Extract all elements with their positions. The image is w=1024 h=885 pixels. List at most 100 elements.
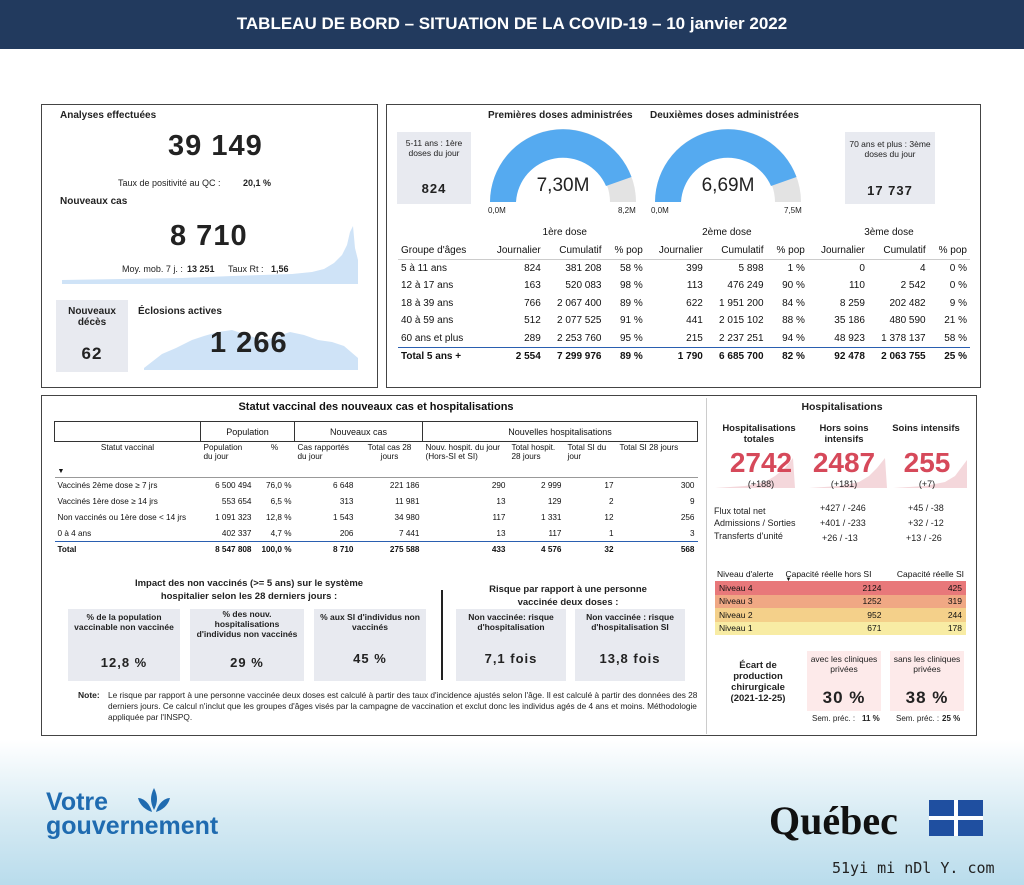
cell: 2 554 bbox=[515, 350, 541, 362]
flux-hors: +401 / -233 bbox=[820, 518, 866, 528]
table-row: 0 à 4 ans 402 337 4,7 % 206 7 441 13 117 1 3 bbox=[54, 526, 698, 542]
cell: 7 299 976 bbox=[556, 350, 602, 362]
cell: 90 % bbox=[782, 280, 805, 292]
flux-label: Flux total net bbox=[714, 506, 766, 516]
cell: Vaccinés 1ère dose ≥ 14 jrs bbox=[57, 497, 158, 506]
cell: 32 bbox=[604, 545, 614, 555]
status-title: Statut vaccinal des nouveaux cas et hosp… bbox=[238, 401, 514, 413]
cell: 3 bbox=[689, 528, 695, 538]
cell: 84 % bbox=[782, 297, 805, 309]
cell: 952 bbox=[867, 609, 882, 620]
cell: 94 % bbox=[782, 332, 805, 344]
sort-down-icon[interactable]: ▼ bbox=[785, 577, 792, 583]
impact-title: Impact des non vaccinés (>= 5 ans) sur l… bbox=[134, 578, 364, 602]
col-header: Total hospit. 28 jours bbox=[511, 443, 556, 461]
table-row: Non vaccinés ou 1ère dose < 14 jrs 1 091 … bbox=[55, 510, 698, 526]
hosp-title: Hospitalisations bbox=[801, 401, 883, 413]
cell: Niveau 2 bbox=[719, 609, 753, 620]
cell: 1 % bbox=[787, 262, 805, 274]
box-511-value: 824 bbox=[421, 181, 447, 196]
cell: 2 237 251 bbox=[719, 332, 764, 344]
table-total-row: Total 5 ans + 2 554 7 299 976 89 % 1 790 6 68… bbox=[398, 347, 970, 365]
cell: 399 bbox=[686, 262, 703, 274]
cell: 129 bbox=[547, 497, 562, 506]
flux-si: +45 / -38 bbox=[908, 503, 944, 513]
gov-line1: Votre bbox=[46, 788, 109, 816]
alert-row: Niveau 3 1252 319 bbox=[715, 594, 966, 608]
cell: 92 478 bbox=[834, 350, 865, 362]
second-doses-min: 0,0M bbox=[651, 206, 669, 215]
hosp-total-delta: (+188) bbox=[747, 479, 775, 489]
cell: Non vaccinés ou 1ère dose < 14 jrs bbox=[57, 513, 187, 522]
cell: 2 542 bbox=[900, 280, 926, 292]
cell: 766 bbox=[524, 297, 541, 309]
cell: 110 bbox=[848, 280, 865, 292]
second-doses-value: 6,69M bbox=[701, 175, 755, 196]
cell: 25 % bbox=[944, 350, 967, 362]
col-header: Capacité réelle hors SI ▼ bbox=[783, 567, 885, 583]
cell: 256 bbox=[680, 513, 695, 522]
analyses-value: 39 149 bbox=[168, 130, 263, 162]
table-row: 18 à 39 ans 766 2 067 400 89 % 622 1 951 200 8… bbox=[398, 294, 970, 312]
group-header: Population bbox=[200, 421, 295, 442]
sans-box bbox=[890, 651, 964, 711]
cell: 88 % bbox=[782, 315, 805, 327]
alert-row: Niveau 4 2124 425 bbox=[715, 581, 966, 595]
group-header: Nouveaux cas bbox=[294, 421, 423, 442]
col-header: Journalier bbox=[658, 244, 703, 256]
cell: 117 bbox=[548, 528, 562, 538]
cell: 553 654 bbox=[221, 497, 252, 506]
hosp-si-value: 255 bbox=[903, 447, 951, 478]
hosp-hors-delta: (+181) bbox=[830, 479, 858, 489]
cell: 568 bbox=[680, 545, 695, 555]
col-header: Cumulatif bbox=[721, 244, 764, 256]
col-header: Cumulatif bbox=[883, 244, 926, 256]
flux-si: +32 / -12 bbox=[908, 518, 944, 528]
cell: 221 186 bbox=[389, 481, 420, 491]
cell: 6,5 % bbox=[270, 497, 292, 506]
rt-label: Taux Rt : bbox=[228, 264, 264, 274]
cell: 13 bbox=[496, 528, 506, 538]
divider bbox=[706, 398, 707, 734]
sort-down-icon[interactable]: ▼ bbox=[57, 468, 65, 475]
risk-label-2: Non vaccinée : risque d'hospitalisation … bbox=[586, 612, 674, 632]
cell: 319 bbox=[947, 596, 962, 607]
gov-line2: gouvernement bbox=[46, 812, 219, 840]
col-header: % bbox=[270, 443, 279, 452]
hosp-hors-label: Hors soins intensifs bbox=[819, 423, 869, 445]
impact-box-3 bbox=[314, 609, 426, 681]
cell: 4,7 % bbox=[270, 528, 292, 538]
col-header: Groupe d'âges bbox=[401, 244, 467, 256]
second-doses-max: 7,5M bbox=[784, 206, 802, 215]
cell: 34 980 bbox=[394, 513, 420, 522]
table-group-row: 1ère dose 2ème dose 3ème dose bbox=[398, 224, 970, 242]
cell: 58 % bbox=[620, 262, 643, 274]
cell: 11 981 bbox=[395, 497, 420, 506]
cell: 1 951 200 bbox=[719, 297, 764, 309]
risk-label-1: Non vaccinée: risque d'hospitalisation bbox=[468, 612, 554, 632]
cell: Total bbox=[57, 545, 77, 555]
cell: 82 % bbox=[782, 350, 805, 362]
impact-value-1: 12,8 % bbox=[100, 655, 148, 670]
col-header: Cumulatif bbox=[559, 244, 602, 256]
cell: 2 015 102 bbox=[719, 315, 764, 327]
ecart-label: Écart de production chirurgicale (2021-1… bbox=[730, 660, 786, 704]
table-row: 40 à 59 ans 512 2 077 525 91 % 441 2 015 102 8… bbox=[398, 312, 970, 330]
cell: 275 588 bbox=[389, 545, 420, 555]
outbreaks-sparkline bbox=[144, 330, 358, 370]
avec-box bbox=[807, 651, 881, 711]
hosp-total-value: 2742 bbox=[729, 447, 793, 478]
footer bbox=[0, 740, 1024, 885]
cell: 402 337 bbox=[221, 528, 252, 538]
group-header: 1ère dose bbox=[542, 227, 587, 239]
cell: Total 5 ans + bbox=[401, 350, 462, 362]
cell: 40 à 59 ans bbox=[401, 315, 454, 327]
positivity-label: Taux de positivité au QC : bbox=[118, 178, 221, 188]
sans-prev-value: 25 % bbox=[942, 714, 961, 723]
cell: 1 bbox=[608, 528, 614, 538]
cell: 91 % bbox=[620, 315, 643, 327]
cell: 8 710 bbox=[333, 545, 354, 555]
cell: 0 % bbox=[949, 280, 967, 292]
group-header: Nouvelles hospitalisations bbox=[422, 421, 698, 442]
hosp-hors-value: 2487 bbox=[812, 447, 876, 478]
